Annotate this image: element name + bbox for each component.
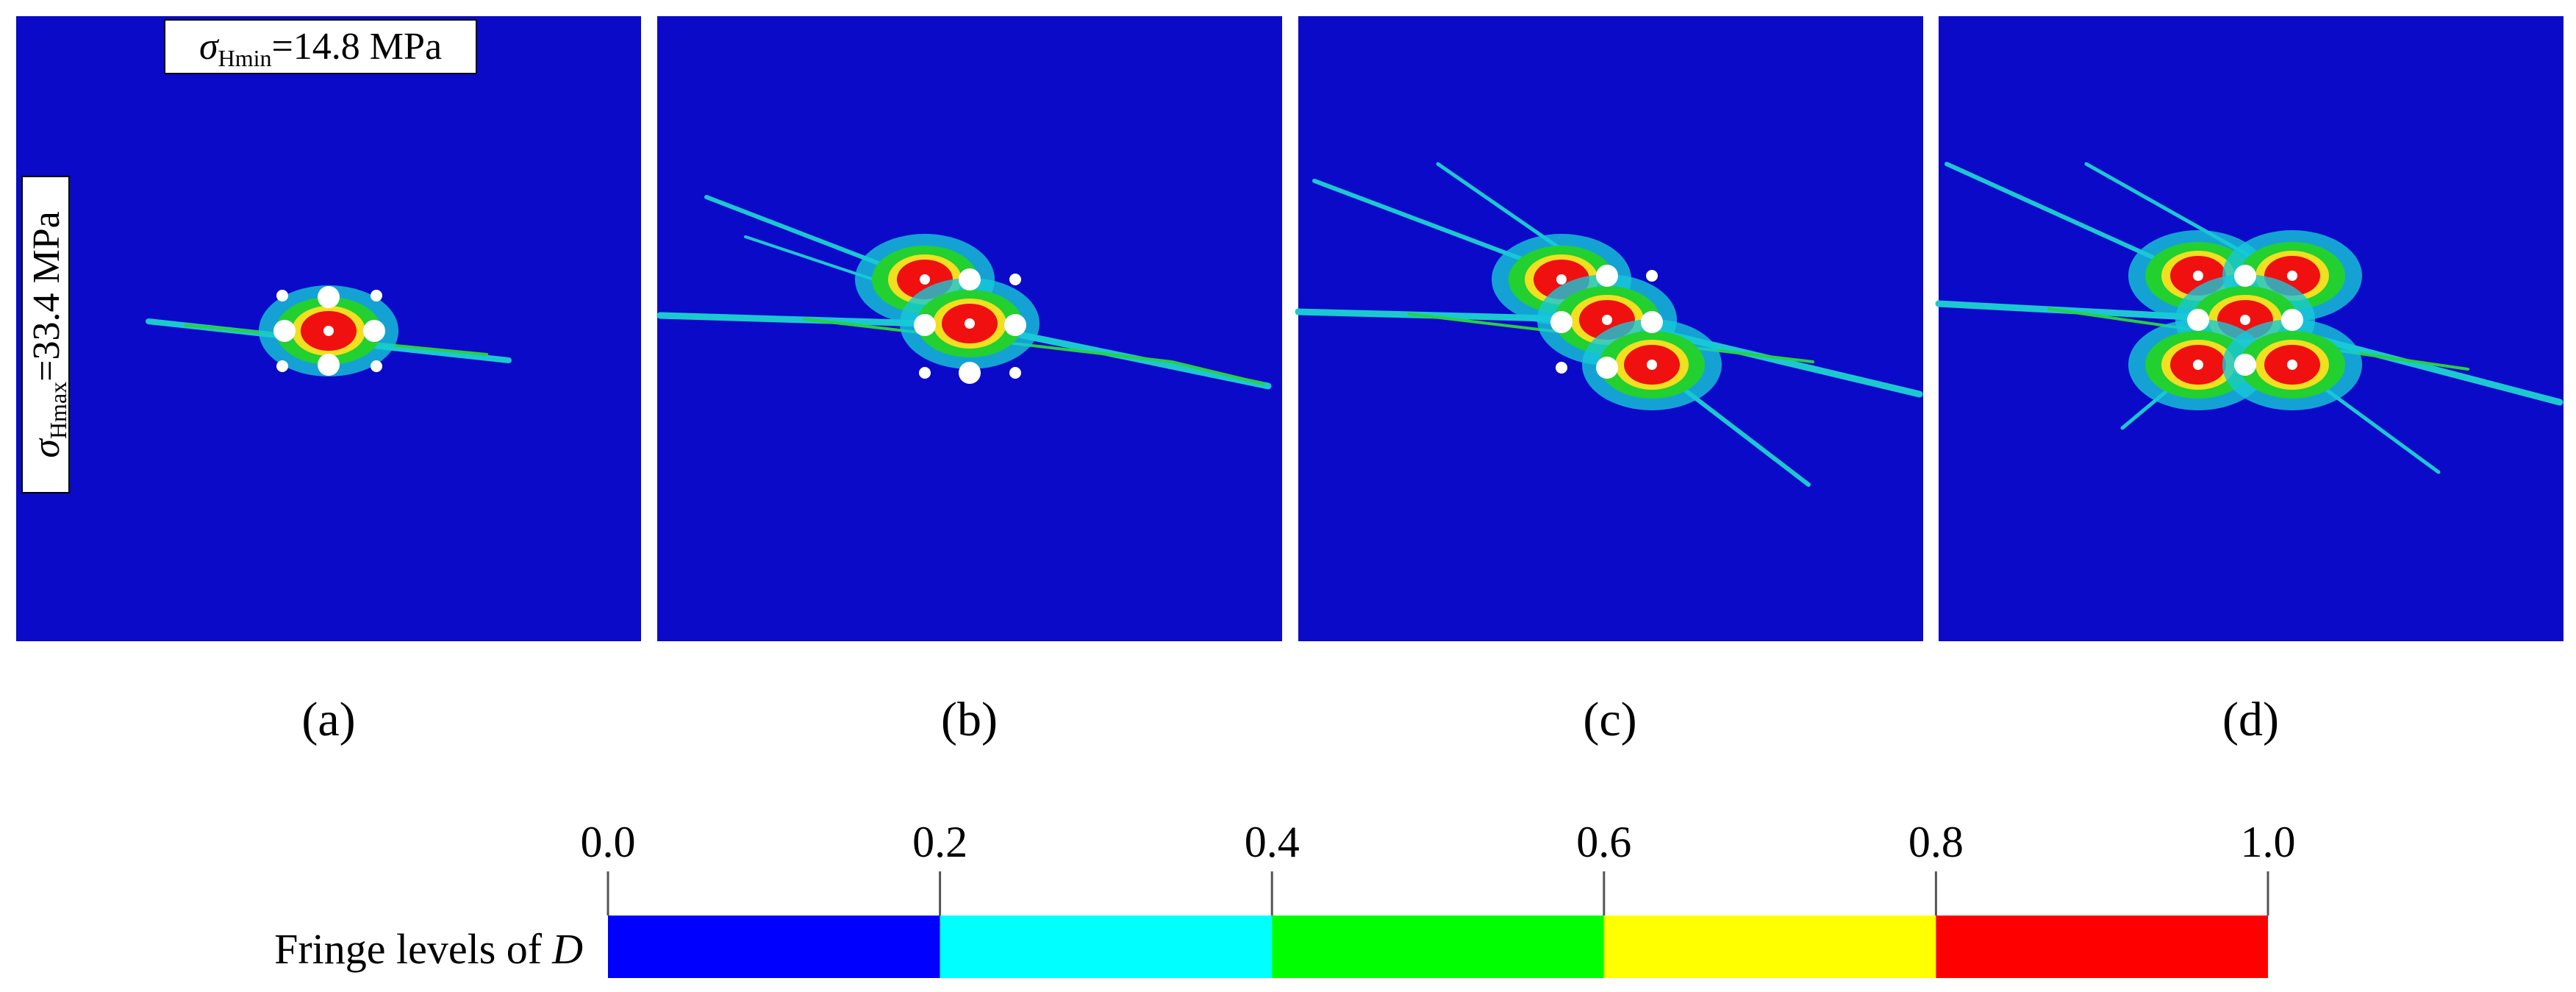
- colorbar-segment: [1272, 916, 1604, 978]
- annotation-box: [21, 176, 70, 493]
- colorbar-tick-label: 0.0: [581, 818, 636, 866]
- colorbar-segment: [1603, 916, 1936, 978]
- colorbar-segment: [940, 916, 1273, 978]
- panel-label: (b): [941, 693, 998, 746]
- colorbar-tick-label: 0.8: [1908, 818, 1964, 866]
- panel-c: [1295, 16, 1923, 641]
- colorbar-tick-label: 0.6: [1576, 818, 1631, 866]
- panel-d: [1935, 16, 2564, 641]
- panel-a: [16, 16, 641, 641]
- panel-label: (c): [1583, 693, 1636, 746]
- sigma-hmax: σHmax=33.4 MPa: [26, 211, 71, 457]
- annotation-box: [164, 19, 477, 74]
- panel-label: (a): [301, 693, 355, 746]
- colorbar-tick-label: 1.0: [2241, 818, 2296, 866]
- colorbar-tick-label: 0.4: [1245, 818, 1300, 866]
- panel-b: [656, 16, 1282, 641]
- sigma-hmin: σHmin=14.8 MPa: [199, 26, 442, 71]
- colorbar-segment: [1936, 916, 2268, 978]
- colorbar-segment: [608, 916, 940, 978]
- colorbar-tick-label: 0.2: [912, 818, 967, 866]
- panel-label: (d): [2222, 693, 2279, 746]
- colorbar-title: Fringe levels of D: [274, 925, 583, 973]
